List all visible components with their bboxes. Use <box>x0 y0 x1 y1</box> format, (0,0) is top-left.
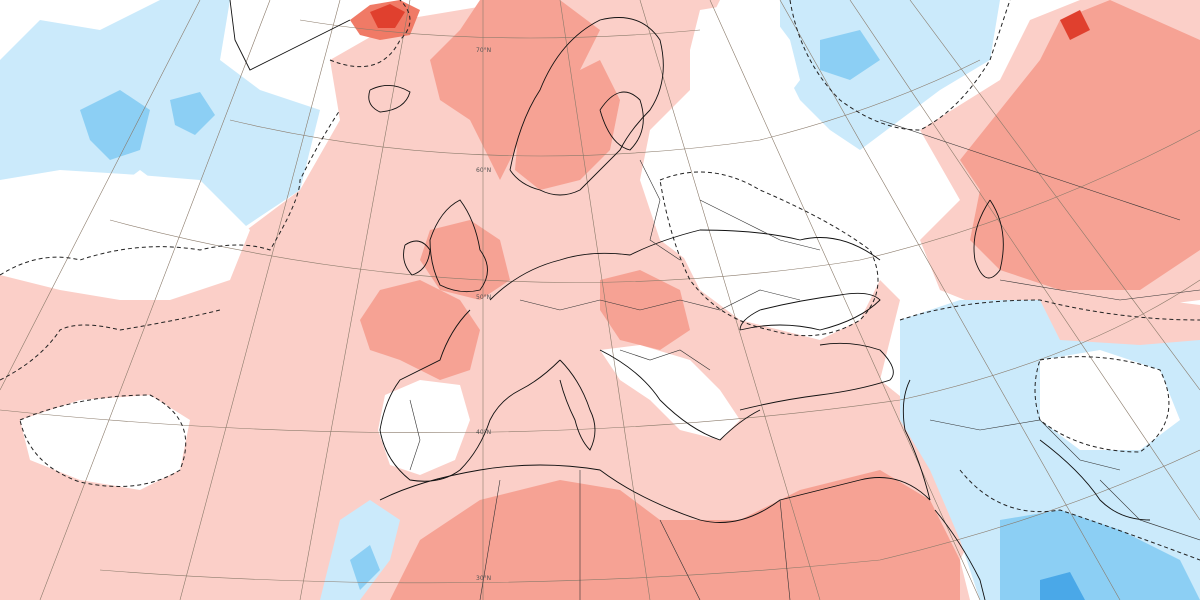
neutral-iberia <box>378 380 470 475</box>
coast-balkans <box>599 349 761 441</box>
label-70n: 70°N <box>476 47 491 54</box>
meridian-40w <box>0 0 201 391</box>
meridian-20w <box>179 0 341 600</box>
cold-core-northwest-2 <box>170 92 215 135</box>
zero-contour-middle-east-2 <box>1034 356 1170 453</box>
border-russia <box>879 119 1181 221</box>
label-50n: 50°N <box>476 294 491 301</box>
label-30n: 30°N <box>476 575 491 582</box>
border-africa-2 <box>659 519 701 600</box>
zero-contour-atlantic-south <box>0 309 221 381</box>
parallel-labels: 70°N 60°N 50°N 40°N 30°N <box>476 47 491 582</box>
cold-core-northwest <box>80 90 150 160</box>
zero-contour-russia <box>789 0 1011 131</box>
coast-turkey <box>739 342 894 411</box>
meridian-40e <box>779 0 1121 600</box>
border-iberia <box>409 399 421 471</box>
border-middle-east-2 <box>1099 479 1200 541</box>
border-east-europe-2 <box>699 199 821 251</box>
warm-spot-caspian <box>1040 295 1200 345</box>
zero-contour-azores <box>19 394 187 487</box>
label-60n: 60°N <box>476 167 491 174</box>
coastlines <box>229 0 1151 600</box>
zero-contour-africa <box>959 469 1200 561</box>
coast-levant <box>902 379 931 501</box>
parallel-60n <box>229 59 981 157</box>
meridian-20e <box>639 0 821 600</box>
coast-ireland <box>403 240 431 276</box>
meridian-10e <box>559 0 651 600</box>
coast-red-sea <box>934 509 986 600</box>
border-central-asia <box>999 279 1200 301</box>
coast-baltic <box>599 91 644 151</box>
border-east-europe-1 <box>639 159 681 261</box>
strong-warm-scandinavia <box>515 60 620 190</box>
coast-uk <box>429 199 488 293</box>
meridian-10w <box>299 0 411 600</box>
parallel-40n <box>0 279 1200 434</box>
strong-warm-north-atlantic <box>430 0 600 180</box>
meridian-50e <box>849 0 1200 521</box>
meridian-30w <box>39 0 271 600</box>
coast-iceland <box>368 85 411 113</box>
parallel-70n <box>299 19 701 39</box>
neutral-balkans <box>600 345 740 440</box>
neutral-azores <box>20 395 190 490</box>
label-40n: 40°N <box>476 429 491 436</box>
coast-scandinavia <box>509 17 664 196</box>
border-africa-4 <box>479 479 501 600</box>
cold-core-arctic <box>820 30 880 80</box>
country-borders <box>409 119 1200 600</box>
border-middle-east <box>929 419 1121 471</box>
neutral-north-russia <box>690 0 800 130</box>
coast-north-africa <box>379 464 931 523</box>
cold-core-west-africa <box>350 545 380 590</box>
meridian-30e <box>709 0 981 600</box>
coast-black-sea <box>739 292 881 331</box>
strong-warm-north-africa <box>390 470 960 600</box>
coast-italy <box>559 359 596 451</box>
meridian-60e <box>909 0 1200 391</box>
parallel-30n <box>99 449 1200 584</box>
border-central-europe <box>519 289 801 311</box>
neutral-middle-east <box>1040 350 1180 450</box>
coast-france-iberia <box>379 309 561 482</box>
zero-contours <box>0 0 1200 561</box>
zero-contour-middle-east <box>899 299 1200 321</box>
strong-warm-biscay <box>360 280 480 380</box>
parallel-50n <box>109 129 1200 283</box>
cold-deep-middle-east <box>1040 572 1085 600</box>
border-africa-3 <box>779 499 791 600</box>
zero-contour-west <box>0 109 341 276</box>
coast-greenland <box>229 0 351 71</box>
cold-field-west-africa <box>320 500 400 600</box>
hot-spot-greenland <box>370 4 405 28</box>
hot-spot-russia <box>1060 10 1090 40</box>
border-balkans <box>619 349 711 371</box>
coast-caspian <box>973 199 1004 279</box>
strong-warm-russia <box>960 0 1200 290</box>
strong-warm-central-europe <box>600 270 690 350</box>
coast-europe-north <box>489 229 881 301</box>
coast-gulf <box>1039 439 1151 521</box>
